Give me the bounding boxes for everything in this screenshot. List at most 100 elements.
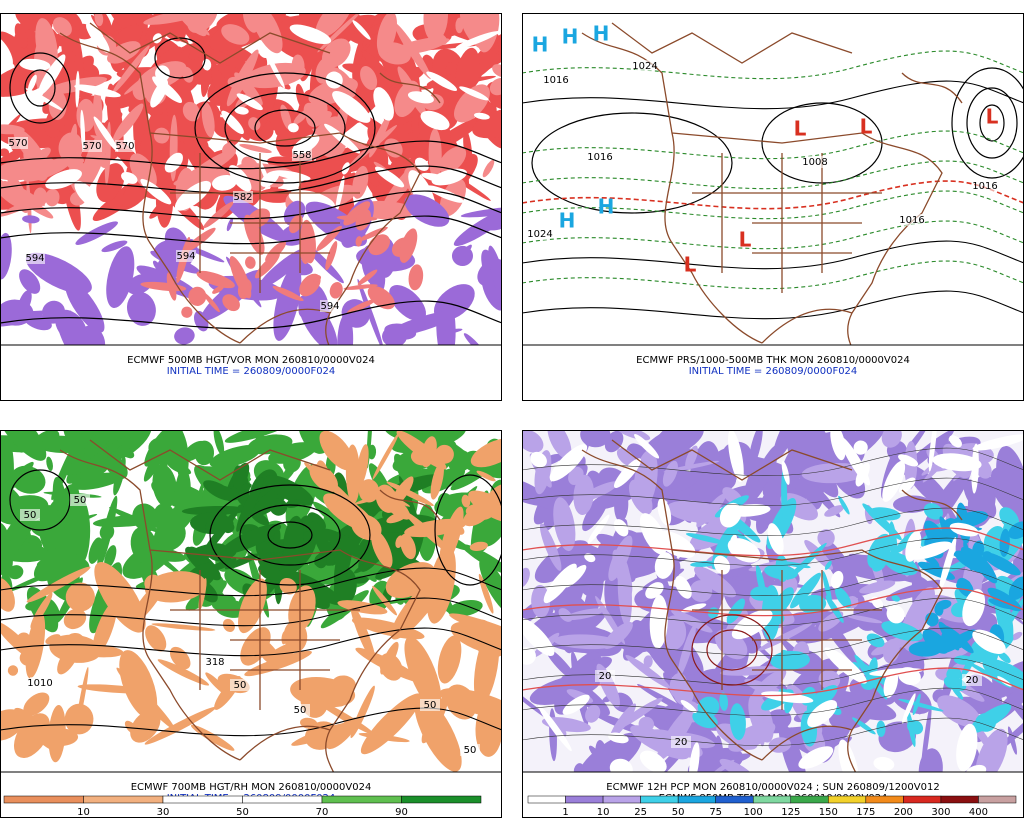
map: 570 570 570 558 582 594 594 594	[0, 13, 502, 345]
label-bg	[230, 679, 250, 691]
shading	[694, 566, 737, 598]
shading	[174, 180, 212, 211]
shading	[534, 540, 590, 583]
shading	[96, 163, 125, 203]
shading	[49, 634, 102, 663]
shading	[48, 117, 71, 135]
shading	[873, 756, 895, 771]
shading	[99, 523, 115, 541]
shading	[312, 275, 322, 282]
shading	[613, 458, 642, 488]
shading	[470, 438, 502, 468]
shading	[211, 174, 237, 191]
contour	[239, 504, 341, 566]
shading	[657, 498, 672, 526]
shading	[690, 560, 719, 567]
shading	[773, 587, 794, 615]
shading	[414, 157, 429, 171]
shading	[878, 721, 917, 753]
colorbar-label: 300	[931, 807, 950, 818]
shading	[818, 670, 841, 690]
shading	[395, 535, 404, 548]
shading	[355, 236, 363, 247]
contour	[154, 37, 206, 79]
shading	[617, 558, 633, 626]
shading	[226, 218, 233, 232]
shading	[713, 555, 731, 575]
contour	[522, 597, 1024, 626]
shading	[350, 604, 376, 663]
label-bg	[70, 494, 90, 506]
shading	[404, 636, 442, 710]
shading	[595, 740, 607, 767]
shading	[46, 598, 60, 620]
shading	[975, 713, 997, 732]
shading	[52, 508, 73, 529]
contour-label: 582	[233, 192, 252, 203]
shading	[273, 170, 311, 181]
shading	[846, 614, 883, 624]
caption: ECMWF 700MB HGT/RH MON 260810/0000V024	[131, 782, 372, 793]
shading	[807, 699, 838, 728]
shading	[420, 110, 450, 131]
colorbar-segment	[3, 795, 84, 804]
shading	[824, 505, 845, 517]
shading	[65, 582, 95, 612]
colorbar-segment	[677, 795, 716, 804]
shading	[781, 461, 790, 485]
shading	[439, 506, 464, 567]
shading	[337, 313, 354, 345]
contour	[24, 69, 56, 107]
shading	[14, 23, 28, 49]
shading	[143, 13, 208, 25]
shading	[268, 442, 317, 464]
label-bg	[30, 677, 50, 689]
shading	[182, 440, 206, 462]
shading	[258, 247, 308, 289]
shading	[575, 656, 613, 678]
shading	[522, 430, 544, 453]
shading	[228, 165, 252, 192]
colorbar-label: 70	[316, 807, 329, 818]
colorbar-label: 50	[672, 807, 685, 818]
shading	[27, 74, 37, 92]
colorbar-label: 90	[395, 807, 408, 818]
shading	[661, 704, 682, 722]
contour-label: 594	[25, 253, 44, 264]
caption: ECMWF PRS/1000-500MB THK MON 260810/0000…	[636, 355, 910, 366]
shading	[662, 460, 678, 487]
shading	[264, 49, 285, 89]
shading	[549, 444, 588, 482]
shading	[561, 607, 608, 643]
pressure-center: L	[684, 253, 697, 277]
caption: INITIAL TIME = 260809/0000F024	[167, 366, 336, 377]
shading	[94, 13, 104, 27]
shading	[239, 143, 272, 154]
shading	[918, 748, 943, 772]
colorbar-segment	[565, 795, 604, 804]
colorbar-label: 75	[709, 807, 722, 818]
contour-label: 20	[675, 737, 688, 748]
contour-label: 50	[74, 495, 87, 506]
shading	[331, 675, 356, 694]
shading	[790, 572, 822, 609]
shading	[972, 434, 1024, 451]
contour	[966, 87, 1018, 159]
pressure-center: H	[532, 33, 549, 57]
shading	[332, 90, 371, 123]
shading	[59, 149, 81, 231]
label-bg	[902, 214, 922, 226]
shading	[0, 114, 21, 156]
contour	[522, 260, 1024, 290]
colorbar-label: 175	[856, 807, 875, 818]
shading	[439, 688, 502, 719]
label-bg	[320, 300, 340, 312]
contour-label: 594	[176, 251, 195, 262]
shading	[455, 31, 500, 49]
contour	[522, 50, 1024, 80]
shading	[7, 665, 19, 676]
shading	[932, 453, 982, 472]
shading	[1010, 631, 1023, 641]
contour-label: 1024	[632, 61, 657, 72]
shading	[438, 328, 463, 335]
